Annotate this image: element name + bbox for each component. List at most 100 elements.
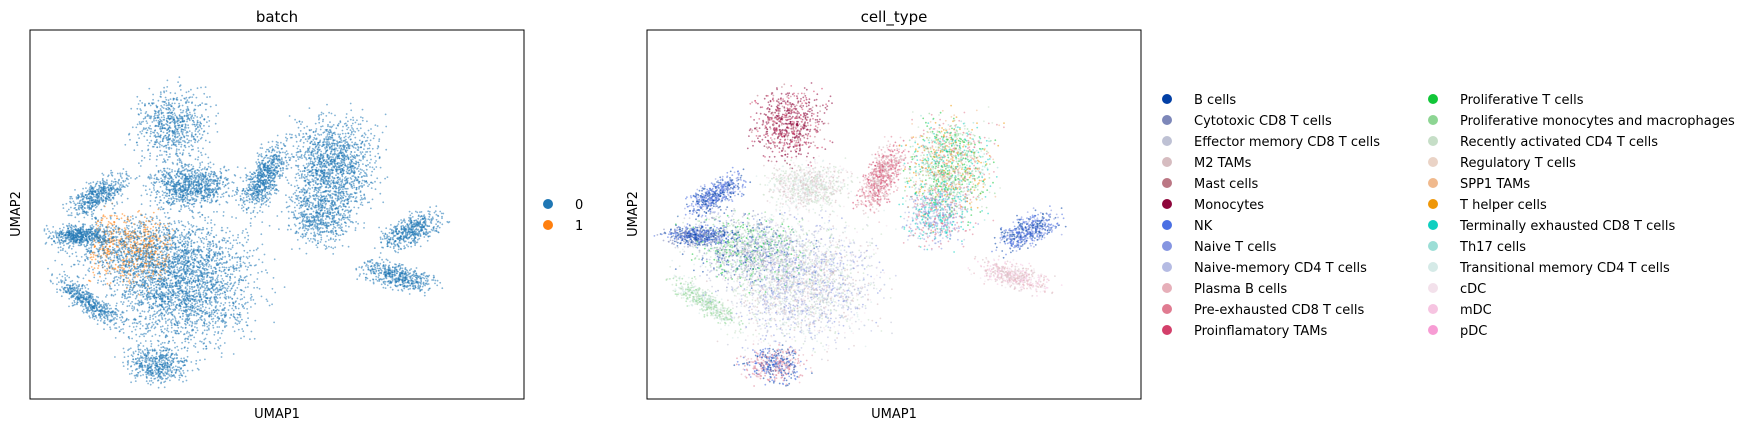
batch-point [99, 228, 102, 231]
batch-point [174, 331, 177, 334]
batch-point [208, 120, 211, 122]
batch-point [191, 288, 194, 290]
batch-point [216, 293, 219, 296]
batch-point [66, 286, 69, 289]
batch-point [183, 120, 186, 123]
batch-point [114, 263, 117, 266]
batch-point [232, 234, 234, 237]
batch-point [162, 137, 165, 140]
batch-point [68, 297, 71, 300]
batch-point [71, 197, 74, 200]
batch-point [75, 236, 78, 238]
batch-point [117, 244, 120, 247]
batch-point [178, 134, 181, 137]
batch-point [82, 308, 85, 311]
batch-point [118, 186, 121, 188]
batch-point [81, 198, 84, 201]
batch-point [104, 277, 107, 280]
batch-point [208, 276, 211, 279]
batch-point [118, 231, 120, 233]
batch-point [85, 248, 88, 251]
batch-point [142, 275, 144, 278]
batch-point [205, 260, 207, 263]
batch-point [105, 294, 108, 297]
batch-point [149, 117, 152, 120]
batch-point [63, 282, 66, 285]
batch-point [139, 231, 142, 234]
batch-point [152, 211, 155, 214]
batch-point [109, 256, 111, 259]
batch-point [151, 240, 153, 243]
batch-point [73, 202, 76, 205]
batch-point [127, 178, 129, 181]
batch-point [162, 226, 164, 229]
batch-point [198, 129, 201, 132]
batch-point [109, 252, 112, 255]
batch-point [207, 156, 210, 159]
batch-point [72, 294, 75, 297]
batch-point [156, 106, 159, 109]
batch-point [173, 108, 176, 110]
batch-point [165, 144, 167, 147]
batch-point [83, 196, 86, 199]
batch-point [196, 319, 199, 322]
batch-point [212, 317, 215, 320]
batch-point [106, 232, 109, 235]
batch-point [176, 285, 179, 288]
batch-point [91, 197, 94, 199]
batch-point [159, 108, 162, 110]
batch-point [62, 226, 65, 229]
batch-point [172, 131, 175, 133]
batch-point [104, 202, 107, 205]
batch-point [88, 250, 91, 253]
batch-point [100, 208, 103, 211]
batch-point [141, 286, 144, 289]
batch-point [123, 267, 125, 270]
batch-point [174, 114, 177, 117]
batch-point [252, 299, 255, 301]
batch-point [68, 239, 71, 242]
batch-point [76, 202, 79, 205]
batch-point [198, 263, 201, 266]
batch-point [155, 300, 158, 303]
batch-point [149, 125, 152, 127]
batch-point [171, 318, 174, 321]
batch-point [70, 212, 73, 214]
batch-point [88, 267, 91, 270]
batch-point [69, 244, 71, 247]
batch-point [181, 235, 184, 237]
batch-point [200, 151, 202, 154]
batch-point [92, 268, 94, 271]
batch-point [67, 208, 70, 211]
batch-point [91, 192, 94, 195]
batch-point [96, 323, 99, 325]
batch-point [178, 102, 181, 105]
batch-point [140, 121, 143, 123]
batch-point [133, 240, 136, 243]
batch-point [169, 251, 172, 253]
batch-point [180, 274, 183, 277]
batch-point [152, 145, 155, 148]
batch-point [85, 187, 87, 190]
batch-point [272, 277, 275, 279]
batch-point [224, 283, 226, 285]
batch-point [248, 262, 251, 264]
batch-point [189, 255, 192, 258]
batch-point [177, 139, 180, 142]
batch-point [170, 270, 173, 272]
batch-point [138, 113, 140, 116]
batch-point [135, 247, 138, 249]
batch-point [190, 164, 193, 166]
batch-point [183, 115, 186, 118]
batch-point [111, 249, 114, 251]
batch-point [112, 243, 115, 246]
batch-point [216, 254, 219, 257]
batch-point [204, 139, 207, 142]
batch-point [245, 241, 248, 244]
batch-point [219, 305, 222, 307]
batch-point [158, 334, 161, 337]
batch-point [109, 328, 112, 331]
batch-point [160, 250, 163, 252]
batch-point [94, 254, 97, 257]
batch-point [239, 260, 242, 263]
